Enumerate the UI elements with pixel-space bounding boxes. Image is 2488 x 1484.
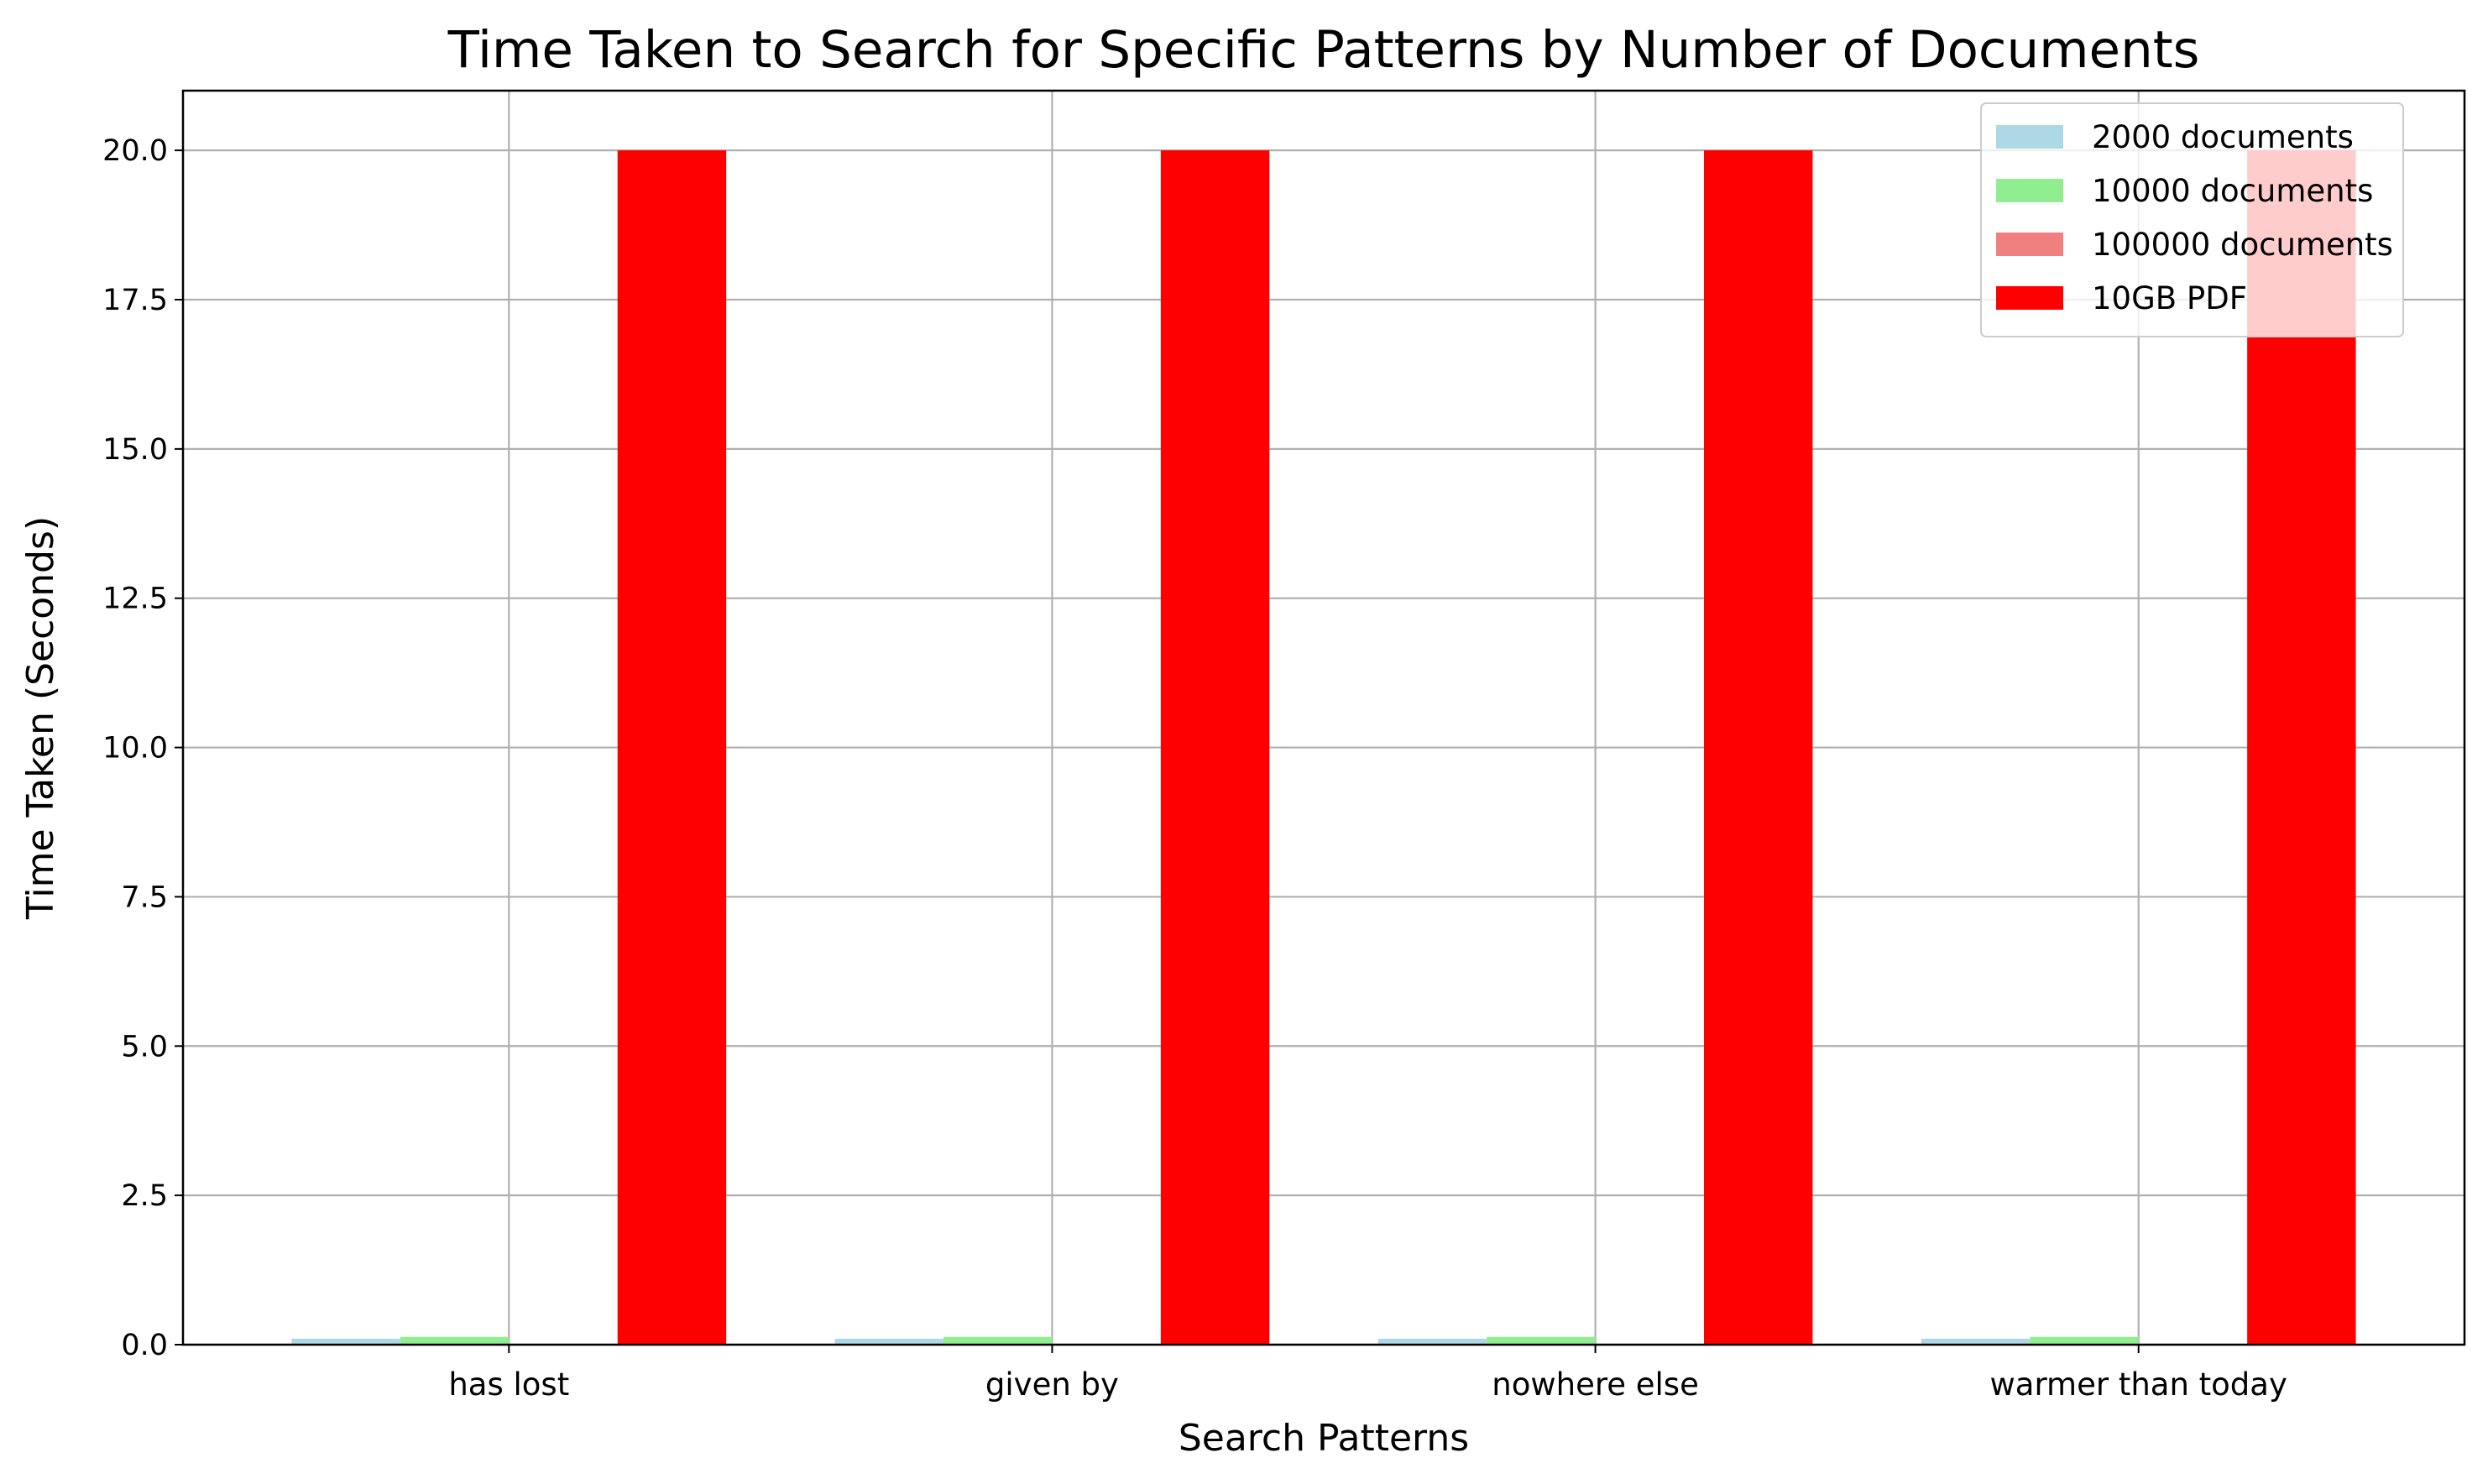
plot-frame [181, 89, 2466, 1346]
y-tick-label: 20.0 [102, 134, 168, 168]
y-axis-ticks: 0.0 2.5 5.0 7.5 10.0 12.5 15.0 17.5 20.0 [102, 134, 183, 1362]
bar [400, 1336, 510, 1345]
bar [2247, 150, 2356, 1346]
bar [943, 1336, 1053, 1345]
bar [834, 1338, 943, 1345]
y-tick-label: 12.5 [102, 583, 168, 616]
y-tick-label: 15.0 [102, 433, 168, 467]
x-axis-label: Search Patterns [1179, 1417, 1469, 1460]
legend-box [1980, 102, 2404, 337]
bar [1377, 1338, 1487, 1345]
grid [183, 91, 2464, 1346]
legend: 2000 documents 10000 documents 100000 docu… [1980, 102, 2404, 337]
x-tick-label: given by [985, 1366, 1119, 1403]
y-tick-label: 17.5 [102, 284, 168, 317]
x-axis-ticks: has lost given by nowhere else warmer than … [448, 1345, 2287, 1403]
legend-swatch [1996, 233, 2063, 256]
legend-swatch [1996, 286, 2063, 310]
bar [617, 150, 727, 1346]
legend-label: 10000 documents [2092, 173, 2373, 209]
bar [291, 1338, 400, 1345]
chart-title: Time Taken to Search for Specific Patter… [447, 20, 2200, 80]
y-tick-label: 7.5 [121, 880, 168, 914]
y-tick-label: 0.0 [121, 1329, 168, 1362]
y-tick-label: 5.0 [121, 1030, 168, 1063]
x-tick-label: has lost [448, 1366, 569, 1403]
bar [1921, 1338, 2031, 1345]
legend-label: 2000 documents [2092, 119, 2354, 155]
y-tick-label: 10.0 [102, 732, 168, 766]
bar [2030, 1336, 2139, 1345]
x-tick-label: warmer than today [1990, 1366, 2287, 1403]
legend-label: 10GB PDF [2092, 280, 2247, 316]
y-axis-label: Time Taken (Seconds) [19, 516, 62, 920]
x-tick-label: nowhere else [1492, 1366, 1699, 1403]
legend-label: 100000 documents [2092, 227, 2393, 263]
bar [1704, 150, 1813, 1346]
bars [291, 150, 2356, 1346]
y-tick-label: 2.5 [121, 1179, 168, 1213]
bar [1160, 150, 1270, 1346]
bar [1487, 1336, 1596, 1345]
legend-swatch [1996, 179, 2063, 202]
legend-swatch [1996, 125, 2063, 149]
